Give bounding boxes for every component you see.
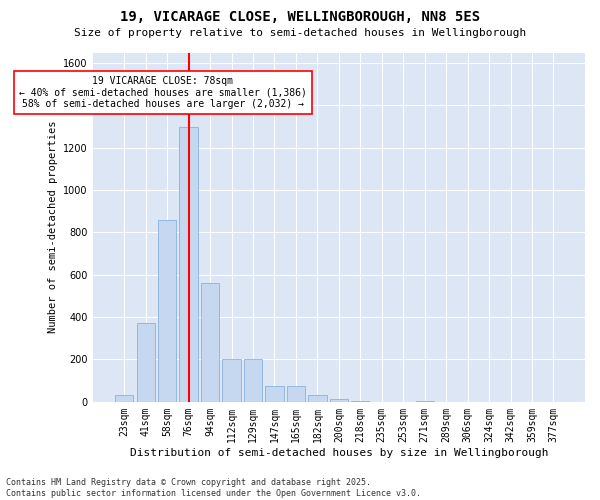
- Text: Size of property relative to semi-detached houses in Wellingborough: Size of property relative to semi-detach…: [74, 28, 526, 38]
- Bar: [416, 401, 434, 402]
- Text: 19 VICARAGE CLOSE: 78sqm
← 40% of semi-detached houses are smaller (1,386)
58% o: 19 VICARAGE CLOSE: 78sqm ← 40% of semi-d…: [19, 76, 307, 109]
- X-axis label: Distribution of semi-detached houses by size in Wellingborough: Distribution of semi-detached houses by …: [130, 448, 548, 458]
- Bar: [308, 396, 326, 402]
- Bar: [265, 386, 284, 402]
- Y-axis label: Number of semi-detached properties: Number of semi-detached properties: [47, 121, 58, 334]
- Bar: [223, 360, 241, 402]
- Bar: [179, 126, 198, 402]
- Bar: [201, 284, 219, 402]
- Bar: [330, 398, 348, 402]
- Bar: [351, 401, 370, 402]
- Bar: [158, 220, 176, 402]
- Text: Contains HM Land Registry data © Crown copyright and database right 2025.
Contai: Contains HM Land Registry data © Crown c…: [6, 478, 421, 498]
- Bar: [115, 396, 133, 402]
- Bar: [244, 360, 262, 402]
- Bar: [137, 324, 155, 402]
- Bar: [287, 386, 305, 402]
- Text: 19, VICARAGE CLOSE, WELLINGBOROUGH, NN8 5ES: 19, VICARAGE CLOSE, WELLINGBOROUGH, NN8 …: [120, 10, 480, 24]
